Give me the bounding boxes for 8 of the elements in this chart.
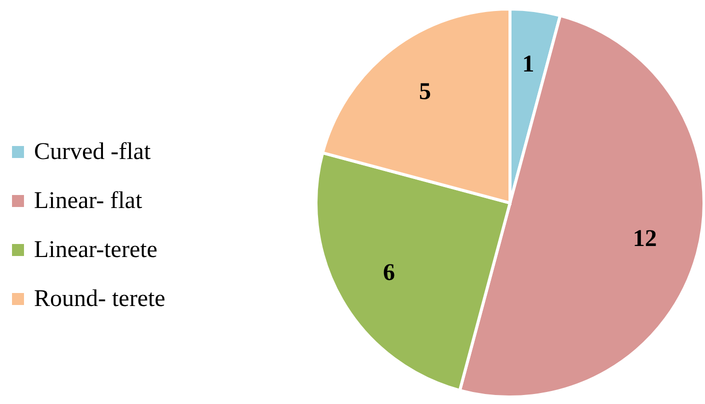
legend-label: Round- terete [34,286,166,312]
legend-label: Linear- flat [34,188,142,214]
data-label: 1 [522,52,534,78]
data-label: 5 [418,79,431,106]
data-label: 12 [632,226,657,252]
legend-label: Linear-terete [34,237,158,263]
legend-label: Curved -flat [34,139,151,165]
data-label: 6 [383,260,396,286]
